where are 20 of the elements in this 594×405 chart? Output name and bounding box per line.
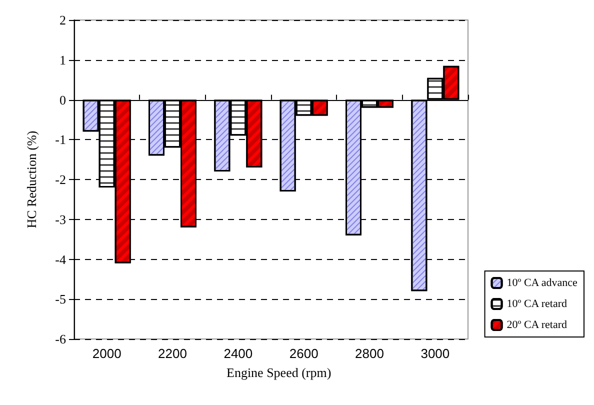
y-tick-label: -4 xyxy=(55,252,66,267)
y-tick-label: -3 xyxy=(55,212,66,227)
x-tick-label: 2200 xyxy=(158,346,187,361)
y-axis-title: HC Reduction (%) xyxy=(24,130,39,228)
x-tick-label: 2600 xyxy=(289,346,318,361)
x-tick-label: 3000 xyxy=(420,346,450,361)
x-tick-label: 2400 xyxy=(224,346,253,361)
y-tick-label: -6 xyxy=(55,332,66,346)
y-tick-label: 2 xyxy=(60,12,66,28)
x-axis-title: Engine Speed (rpm) xyxy=(226,365,332,380)
y-tick-label: -1 xyxy=(55,132,66,148)
legend-label: 10º CA retard xyxy=(506,298,568,310)
x-tick-label: 2800 xyxy=(355,346,384,361)
y-tick-label: -2 xyxy=(55,172,66,187)
legend-label: 20º CA retard xyxy=(506,319,568,331)
y-tick-label: 0 xyxy=(60,92,66,108)
y-tick-label: 1 xyxy=(60,52,66,68)
y-tick-label: -5 xyxy=(55,292,66,307)
legend-label: 10º CA advance xyxy=(506,277,578,289)
x-tick-label: 2000 xyxy=(92,346,122,361)
